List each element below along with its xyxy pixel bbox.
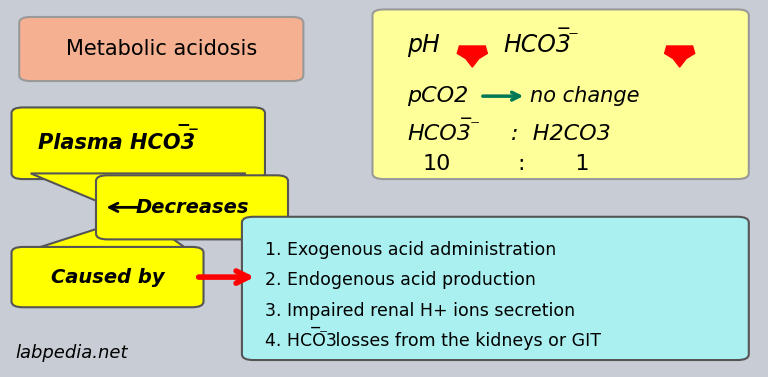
Text: ̅⁻: ̅⁻ xyxy=(188,124,199,144)
FancyBboxPatch shape xyxy=(19,17,303,81)
Text: ̅⁻: ̅⁻ xyxy=(471,118,481,136)
FancyBboxPatch shape xyxy=(12,247,204,307)
Text: :       1: : 1 xyxy=(518,154,590,174)
Text: :  H2CO3: : H2CO3 xyxy=(511,124,611,144)
Text: Plasma HCO3: Plasma HCO3 xyxy=(38,133,196,153)
Text: 4. HCO3: 4. HCO3 xyxy=(265,332,337,350)
Text: no change: no change xyxy=(530,86,640,106)
Polygon shape xyxy=(457,46,488,67)
Polygon shape xyxy=(23,173,246,253)
FancyBboxPatch shape xyxy=(242,217,749,360)
Text: 1. Exogenous acid administration: 1. Exogenous acid administration xyxy=(265,241,556,259)
Text: pCO2: pCO2 xyxy=(407,86,468,106)
Text: Metabolic acidosis: Metabolic acidosis xyxy=(65,39,257,59)
Text: ̅⁻: ̅⁻ xyxy=(320,325,329,343)
Text: 3. Impaired renal H+ ions secretion: 3. Impaired renal H+ ions secretion xyxy=(265,302,575,320)
FancyBboxPatch shape xyxy=(372,9,749,179)
Text: ̅⁻: ̅⁻ xyxy=(569,28,580,48)
FancyBboxPatch shape xyxy=(12,107,265,179)
Text: pH: pH xyxy=(407,33,440,57)
Text: losses from the kidneys or GIT: losses from the kidneys or GIT xyxy=(330,332,601,350)
Text: labpedia.net: labpedia.net xyxy=(15,344,127,362)
Text: HCO3: HCO3 xyxy=(407,124,471,144)
Polygon shape xyxy=(664,46,695,67)
FancyBboxPatch shape xyxy=(96,175,288,239)
Text: 2. Endogenous acid production: 2. Endogenous acid production xyxy=(265,271,536,290)
Text: 10: 10 xyxy=(422,154,451,174)
Text: Caused by: Caused by xyxy=(51,268,164,287)
Text: HCO3: HCO3 xyxy=(503,33,571,57)
Text: Decreases: Decreases xyxy=(135,198,249,217)
